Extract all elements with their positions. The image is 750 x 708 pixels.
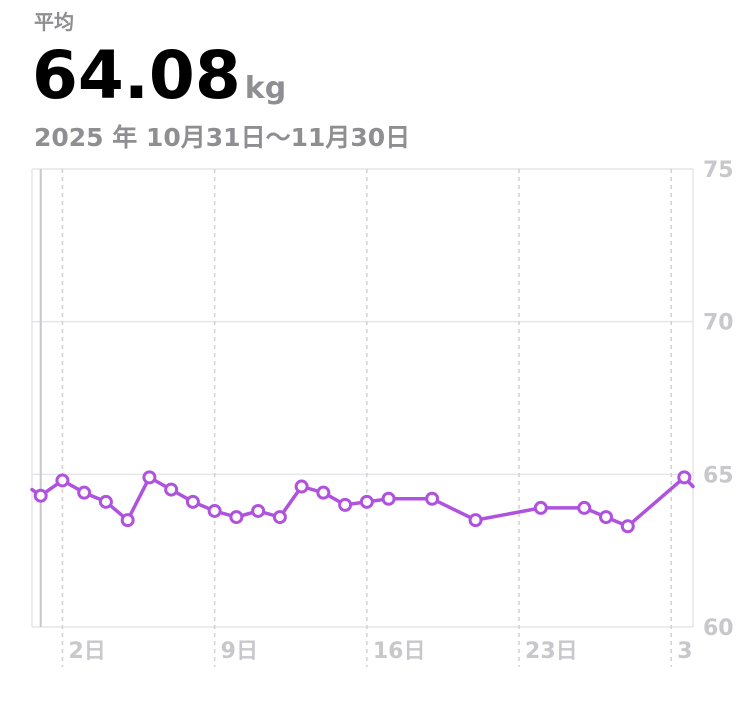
data-point bbox=[316, 485, 331, 500]
data-point bbox=[207, 503, 222, 518]
data-point bbox=[338, 497, 353, 512]
data-point bbox=[533, 500, 548, 515]
data-point bbox=[677, 470, 692, 485]
data-point bbox=[33, 488, 48, 503]
x-tick-label: 23日 bbox=[525, 639, 578, 664]
data-point bbox=[381, 491, 396, 506]
y-tick-label: 65 bbox=[703, 463, 734, 488]
data-point bbox=[425, 491, 440, 506]
x-tick-label: 2日 bbox=[68, 639, 105, 664]
x-tick-label: 16日 bbox=[373, 639, 426, 664]
average-label: 平均 bbox=[34, 10, 74, 34]
data-point bbox=[185, 494, 200, 509]
data-point bbox=[251, 503, 266, 518]
data-point bbox=[620, 519, 635, 534]
data-point bbox=[120, 513, 135, 528]
data-point bbox=[98, 494, 113, 509]
data-point bbox=[599, 510, 614, 525]
data-point bbox=[55, 473, 70, 488]
data-point bbox=[77, 485, 92, 500]
data-point bbox=[294, 479, 309, 494]
data-point bbox=[577, 500, 592, 515]
average-value: 64.08 kg bbox=[32, 38, 286, 114]
average-number: 64.08 bbox=[32, 37, 241, 114]
data-point bbox=[272, 510, 287, 525]
y-tick-label: 75 bbox=[703, 158, 734, 183]
data-point bbox=[359, 494, 374, 509]
y-tick-label: 70 bbox=[703, 311, 734, 336]
x-tick-label: 3 bbox=[677, 639, 692, 664]
data-point bbox=[468, 513, 483, 528]
y-tick-label: 60 bbox=[703, 616, 734, 641]
data-point bbox=[229, 510, 244, 525]
date-range[interactable]: 2025 年 10月31日～11月30日 bbox=[34, 123, 411, 152]
data-point bbox=[164, 482, 179, 497]
x-tick-label: 9日 bbox=[221, 639, 258, 664]
average-unit: kg bbox=[244, 71, 287, 106]
data-point bbox=[142, 470, 157, 485]
